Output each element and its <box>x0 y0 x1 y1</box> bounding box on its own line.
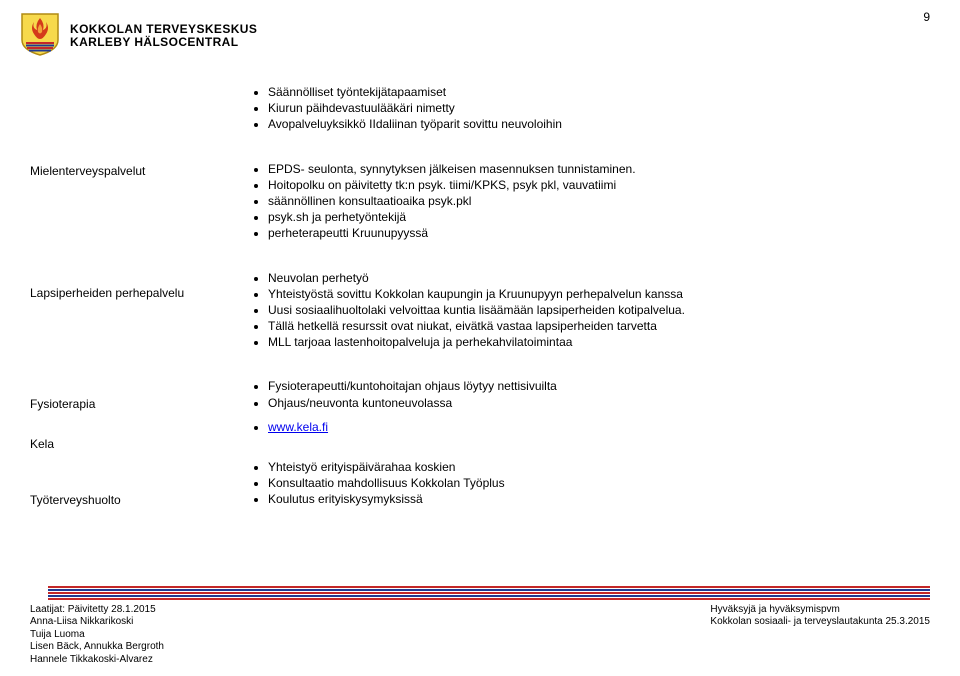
list-item: Kiurun päihdevastuulääkäri nimetty <box>268 100 930 116</box>
footer-line: Anna-Liisa Nikkarikoski <box>30 616 164 629</box>
kela-link[interactable]: www.kela.fi <box>268 420 328 434</box>
list-item: EPDS- seulonta, synnytyksen jälkeisen ma… <box>268 161 930 177</box>
page-footer: Laatijat: Päivitetty 28.1.2015 Anna-Liis… <box>0 586 960 667</box>
footer-line: Lisen Bäck, Annukka Bergroth <box>30 641 164 654</box>
section-label: Fysioterapia <box>30 397 250 411</box>
top-bullets-block: Säännölliset työntekijätapaamiset Kiurun… <box>250 84 930 133</box>
list-item: Konsultaatio mahdollisuus Kokkolan Työpl… <box>268 475 930 491</box>
list-item: Yhteistyö erityispäivärahaa koskien <box>268 459 930 475</box>
stripe <box>48 586 930 588</box>
org-title-sv: KARLEBY HÄLSOCENTRAL <box>70 36 257 49</box>
list-item: Koulutus erityiskysymyksissä <box>268 491 930 507</box>
section-labels-column: Mielenterveyspalvelut Lapsiperheiden per… <box>30 84 250 522</box>
section-label: Työterveyshuolto <box>30 493 250 507</box>
list-item: Fysioterapeutti/kuntohoitajan ohjaus löy… <box>268 378 930 394</box>
section-bullets: Neuvolan perhetyö Yhteistyöstä sovittu K… <box>250 270 930 351</box>
footer-left: Laatijat: Päivitetty 28.1.2015 Anna-Liis… <box>30 604 164 667</box>
page-number: 9 <box>923 10 930 24</box>
footer-line: Hannele Tikkakoski-Alvarez <box>30 654 164 667</box>
bullets-column: Säännölliset työntekijätapaamiset Kiurun… <box>250 84 930 522</box>
list-item: Uusi sosiaalihuoltolaki velvoittaa kunti… <box>268 302 930 318</box>
org-title-block: KOKKOLAN TERVEYSKESKUS KARLEBY HÄLSOCENT… <box>70 19 257 49</box>
section-label: Lapsiperheiden perhepalvelu <box>30 286 250 300</box>
section-bullets: Fysioterapeutti/kuntohoitajan ohjaus löy… <box>250 378 930 410</box>
list-item: säännöllinen konsultaatioaika psyk.pkl <box>268 193 930 209</box>
section-label: Kela <box>30 437 250 451</box>
stripe <box>48 592 930 594</box>
footer-right: Hyväksyjä ja hyväksymispvm Kokkolan sosi… <box>710 604 930 667</box>
list-item: Avopalveluyksikkö IIdaliinan työparit so… <box>268 116 930 132</box>
footer-line: Hyväksyjä ja hyväksymispvm <box>710 604 930 617</box>
stripe <box>48 589 930 591</box>
list-item: Säännölliset työntekijätapaamiset <box>268 84 930 100</box>
footer-stripes-icon <box>30 586 930 600</box>
section-bullets: www.kela.fi <box>250 419 930 435</box>
org-logo-icon <box>20 12 60 56</box>
stripe <box>48 595 930 597</box>
list-item: Yhteistyöstä sovittu Kokkolan kaupungin … <box>268 286 930 302</box>
content-area: Mielenterveyspalvelut Lapsiperheiden per… <box>0 64 960 522</box>
list-item: Neuvolan perhetyö <box>268 270 930 286</box>
list-item: Tällä hetkellä resurssit ovat niukat, ei… <box>268 318 930 334</box>
list-item: perheterapeutti Kruunupyyssä <box>268 225 930 241</box>
section-label: Mielenterveyspalvelut <box>30 164 250 178</box>
footer-line: Laatijat: Päivitetty 28.1.2015 <box>30 604 164 617</box>
list-item: MLL tarjoaa lastenhoitopalveluja ja perh… <box>268 334 930 350</box>
list-item: psyk.sh ja perhetyöntekijä <box>268 209 930 225</box>
list-item: Hoitopolku on päivitetty tk:n psyk. tiim… <box>268 177 930 193</box>
page-header: KOKKOLAN TERVEYSKESKUS KARLEBY HÄLSOCENT… <box>0 0 960 64</box>
section-bullets: EPDS- seulonta, synnytyksen jälkeisen ma… <box>250 161 930 242</box>
footer-line: Tuija Luoma <box>30 629 164 642</box>
list-item: Ohjaus/neuvonta kuntoneuvolassa <box>268 395 930 411</box>
footer-line: Kokkolan sosiaali- ja terveyslautakunta … <box>710 616 930 629</box>
section-bullets: Yhteistyö erityispäivärahaa koskien Kons… <box>250 459 930 508</box>
stripe <box>48 598 930 600</box>
list-item: www.kela.fi <box>268 419 930 435</box>
